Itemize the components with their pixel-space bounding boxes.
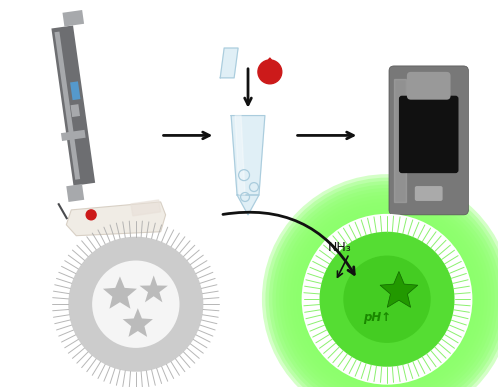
Circle shape [68, 237, 203, 372]
Circle shape [283, 195, 492, 388]
Text: NH₃: NH₃ [328, 241, 351, 254]
Circle shape [286, 199, 488, 388]
Circle shape [92, 260, 180, 348]
Polygon shape [235, 116, 245, 195]
Circle shape [269, 181, 500, 388]
Circle shape [258, 60, 282, 84]
Circle shape [344, 256, 430, 343]
Polygon shape [122, 308, 153, 337]
Polygon shape [103, 276, 137, 309]
Circle shape [293, 205, 481, 388]
Polygon shape [261, 58, 279, 70]
Polygon shape [394, 79, 406, 202]
Polygon shape [70, 81, 80, 100]
Circle shape [344, 256, 430, 343]
FancyBboxPatch shape [415, 186, 442, 201]
FancyBboxPatch shape [399, 96, 458, 173]
Polygon shape [131, 200, 160, 216]
Polygon shape [52, 26, 95, 186]
Circle shape [296, 209, 478, 388]
Polygon shape [62, 10, 84, 26]
Circle shape [280, 192, 494, 388]
Circle shape [92, 260, 180, 348]
Circle shape [266, 178, 500, 388]
Polygon shape [70, 104, 80, 117]
Circle shape [262, 174, 500, 388]
Polygon shape [66, 202, 166, 236]
Polygon shape [237, 195, 259, 215]
Polygon shape [66, 184, 84, 202]
Text: pH↑: pH↑ [363, 311, 391, 324]
Circle shape [272, 185, 500, 388]
Circle shape [86, 210, 96, 220]
Polygon shape [54, 31, 80, 180]
Circle shape [302, 214, 472, 385]
Circle shape [50, 219, 221, 388]
FancyBboxPatch shape [407, 72, 451, 100]
Circle shape [276, 188, 498, 388]
Circle shape [320, 232, 454, 367]
Polygon shape [231, 116, 265, 195]
Polygon shape [140, 275, 168, 302]
Circle shape [290, 202, 484, 388]
Polygon shape [220, 48, 238, 78]
Polygon shape [61, 130, 86, 141]
FancyBboxPatch shape [389, 66, 468, 215]
Polygon shape [380, 272, 418, 307]
